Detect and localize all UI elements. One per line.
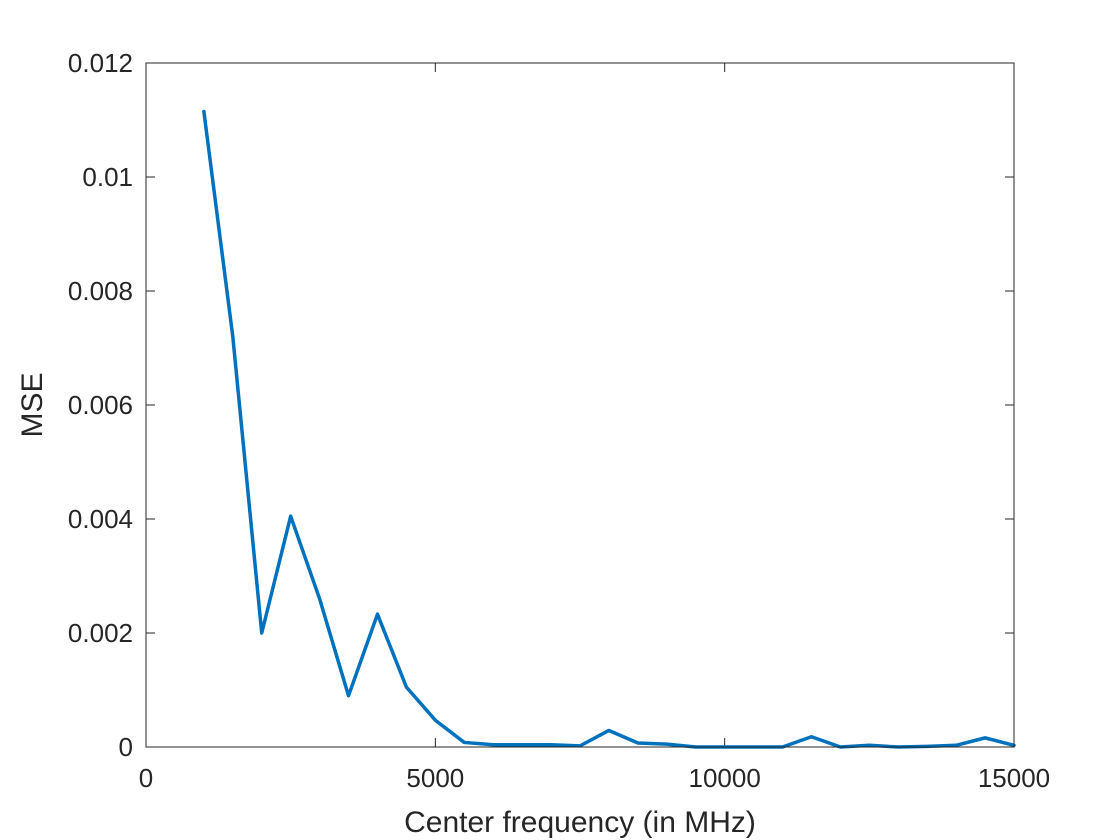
y-tick-label: 0.002 bbox=[68, 618, 133, 648]
x-axis-label: Center frequency (in MHz) bbox=[404, 806, 756, 839]
mse-series-line bbox=[202, 109, 1016, 749]
axis-ticks bbox=[145, 62, 1015, 748]
x-tick-labels: 0 5000 10000 15000 bbox=[139, 763, 1050, 793]
y-axis-label: MSE bbox=[16, 372, 49, 437]
x-tick-label: 10000 bbox=[689, 763, 761, 793]
x-tick-label: 0 bbox=[139, 763, 153, 793]
plot-series bbox=[202, 109, 1016, 749]
y-tick-label: 0 bbox=[119, 732, 133, 762]
y-tick-labels: 0 0.002 0.004 0.006 0.008 0.01 0.012 bbox=[68, 48, 133, 762]
axes-frame bbox=[145, 62, 1015, 748]
x-tick-label: 15000 bbox=[978, 763, 1050, 793]
y-tick-label: 0.012 bbox=[68, 48, 133, 78]
x-tick-label: 5000 bbox=[406, 763, 464, 793]
y-tick-label: 0.008 bbox=[68, 276, 133, 306]
y-tick-label: 0.006 bbox=[68, 390, 133, 420]
y-tick-label: 0.004 bbox=[68, 504, 133, 534]
y-tick-label: 0.01 bbox=[82, 162, 133, 192]
